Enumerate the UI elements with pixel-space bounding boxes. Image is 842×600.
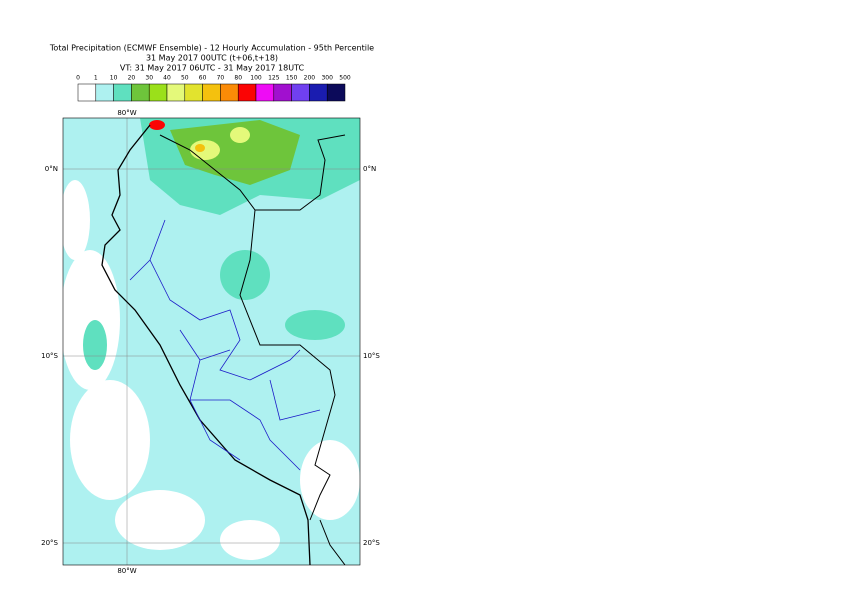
legend-label: 125: [268, 75, 280, 82]
lat-label: 10°S: [363, 352, 380, 360]
lat-label: 20°S: [41, 539, 58, 547]
legend-swatch: [255, 83, 275, 102]
legend-swatch: [113, 83, 132, 102]
title: Total Precipitation (ECMWF Ensemble) - 1…: [49, 44, 374, 53]
lat-label: 10°S: [41, 352, 58, 360]
legend-label: 50: [181, 75, 189, 82]
legend-swatch: [273, 83, 292, 102]
legend-swatch: [95, 83, 114, 102]
legend-label: 20: [128, 75, 136, 82]
legend-label: 150: [286, 75, 298, 82]
legend-label: 200: [304, 75, 316, 82]
legend-swatch: [184, 83, 203, 102]
legend-label: 100: [250, 75, 262, 82]
legend-label: 300: [321, 75, 333, 82]
base-time: 31 May 2017 00UTC (t+06,t+18): [146, 54, 278, 63]
lat-label: 0°N: [45, 165, 58, 173]
map: [63, 118, 360, 565]
lon-label: 80°W: [117, 567, 136, 575]
legend-swatch: [237, 83, 257, 102]
legend-swatch: [148, 83, 168, 102]
legend-label: 80: [234, 75, 242, 82]
legend-swatch: [131, 83, 150, 102]
legend-swatch: [77, 83, 97, 102]
legend-swatch: [220, 83, 239, 102]
lat-label: 20°S: [363, 539, 380, 547]
legend-label: 30: [145, 75, 153, 82]
legend-swatch: [166, 83, 186, 102]
legend-label: 70: [217, 75, 225, 82]
legend-label: 500: [339, 75, 351, 82]
legend-swatch: [326, 83, 346, 102]
legend-swatch: [309, 83, 328, 102]
legend-label: 1: [94, 75, 98, 82]
legend-swatch: [202, 83, 221, 102]
lat-label: 0°N: [363, 165, 376, 173]
legend-label: 60: [199, 75, 207, 82]
legend: 0 1 10 20 30 40 50 60 70 80 100 125 150 200 300 500: [76, 75, 351, 102]
legend-swatch: [291, 83, 310, 102]
valid-time: VT: 31 May 2017 06UTC - 31 May 2017 18UT…: [120, 64, 305, 73]
legend-label: 40: [163, 75, 171, 82]
lon-label: 80°W: [117, 109, 136, 117]
legend-label: 10: [110, 75, 118, 82]
legend-label: 0: [76, 75, 80, 82]
